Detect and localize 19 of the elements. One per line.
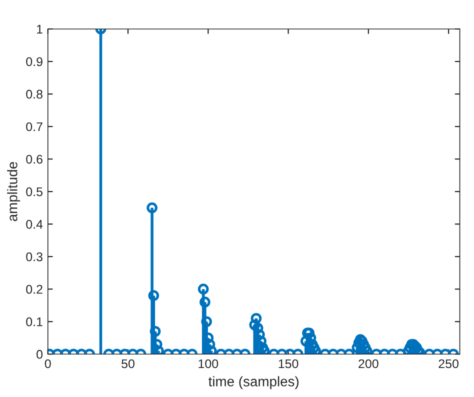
y-tick-label: 0.2 (26, 284, 42, 294)
y-tick-label: 0.7 (26, 122, 42, 132)
x-tick-label: 250 (438, 359, 458, 368)
y-tick-label: 0.3 (26, 252, 42, 262)
x-tick-label: 200 (358, 359, 378, 368)
y-axis-title: amplitude (7, 162, 20, 222)
y-tick-label: 0 (36, 350, 43, 359)
y-tick-label: 1 (37, 24, 42, 34)
x-axis-title: time (samples) (208, 376, 298, 390)
x-tick-label: 50 (122, 359, 134, 368)
y-tick-label: 0.4 (26, 220, 43, 229)
y-tick-label: 0.6 (26, 154, 42, 164)
x-tick-label: 100 (198, 359, 218, 368)
x-tick-label: 150 (278, 359, 298, 368)
x-tick-label: 0 (44, 359, 51, 368)
y-tick-label: 0.1 (26, 317, 42, 326)
y-tick-label: 0.9 (26, 57, 42, 66)
y-tick-label: 0.8 (26, 90, 42, 99)
y-tick-label: 0.5 (26, 187, 42, 196)
